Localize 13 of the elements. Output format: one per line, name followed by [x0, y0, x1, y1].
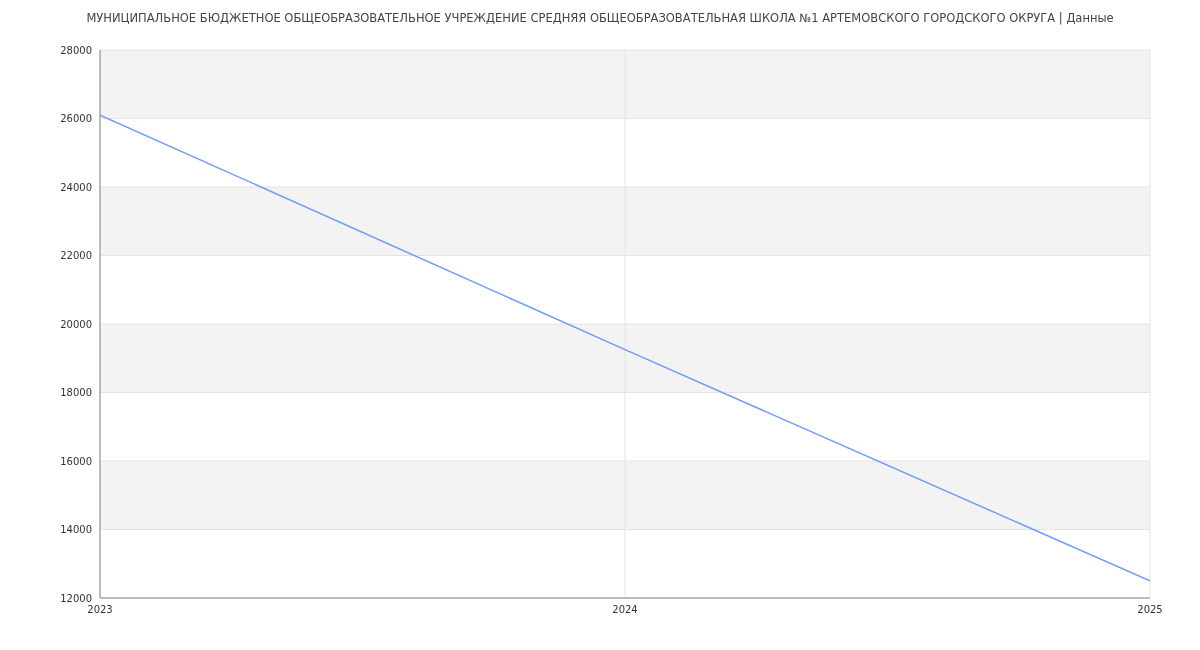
- y-tick-label: 20000: [60, 318, 92, 330]
- y-tick-label: 22000: [60, 250, 92, 262]
- y-tick-label: 28000: [60, 44, 92, 56]
- chart-title: МУНИЦИПАЛЬНОЕ БЮДЖЕТНОЕ ОБЩЕОБРАЗОВАТЕЛЬНОЕ УЧРЕЖДЕНИЕ СРЕДНЯЯ ОБЩЕОБРАЗОВАТЕЛЬНАЯ ШКОЛА №1 АРТЕМОВСКОГО ГОРОДСКОГО ОКРУГА | Данные: [85, 10, 1115, 27]
- y-tick-label: 26000: [60, 113, 92, 125]
- y-tick-label: 12000: [60, 592, 92, 604]
- y-tick-label: 18000: [60, 387, 92, 399]
- x-tick-label: 2023: [87, 604, 113, 616]
- y-tick-label: 16000: [60, 455, 92, 467]
- x-tick-label: 2025: [1137, 604, 1163, 616]
- x-tick-label: 2024: [612, 604, 638, 616]
- y-tick-label: 14000: [60, 524, 92, 536]
- y-tick-label: 24000: [60, 181, 92, 193]
